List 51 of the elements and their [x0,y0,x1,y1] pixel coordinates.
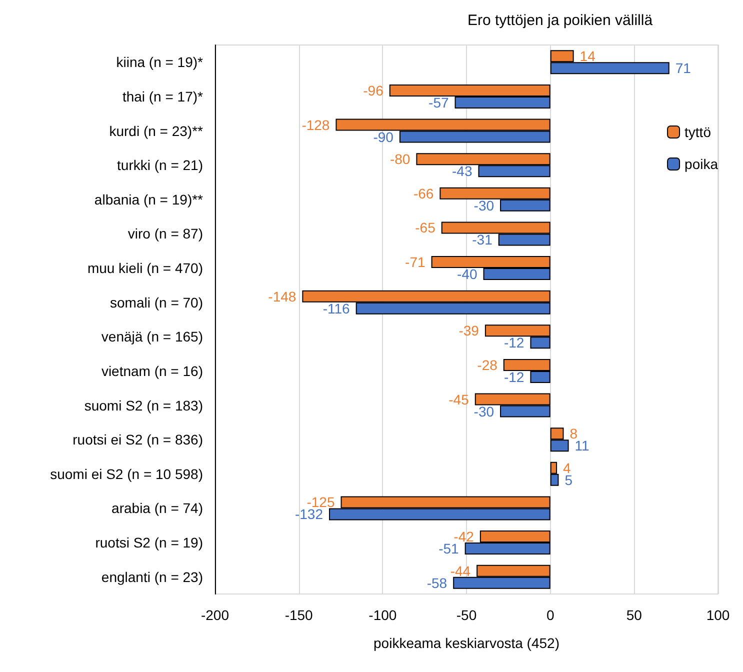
data-label: -39 [458,322,480,339]
y-tick-label: somali (n = 70) [110,294,203,310]
x-tick-label: 100 [706,607,730,623]
y-tick-label: suomi ei S2 (n = 10 598) [50,466,203,482]
data-label: -116 [322,300,350,316]
x-tick-label: 0 [546,607,554,623]
data-label: -128 [302,116,330,133]
x-tick-label: -100 [368,607,397,623]
data-label: -96 [363,82,384,98]
data-label: -90 [373,128,394,145]
y-tick-label: kurdi (n = 23)** [109,122,204,139]
data-label: -40 [457,266,478,282]
y-tick-label: ruotsi S2 (n = 19) [95,534,203,551]
x-tick-label: -50 [456,607,477,623]
data-label: -12 [504,368,524,385]
data-label: 14 [580,48,596,64]
data-label: 71 [675,60,692,76]
data-label: -58 [426,574,448,591]
data-label: -57 [428,94,449,110]
data-label: -45 [448,391,470,408]
y-tick-label: arabia (n = 74) [112,500,203,516]
x-tick-label: 50 [626,607,642,623]
y-tick-label: ruotsi ei S2 (n = 836) [72,432,203,448]
y-tick-label: viro (n = 87) [128,226,203,242]
chart-title: Ero tyttöjen ja poikien välillä [467,12,654,29]
y-tick-label: englanti (n = 23) [101,568,203,585]
data-label: -30 [474,403,494,420]
y-tick-label: venäjä (n = 165) [101,328,203,345]
y-tick-label: turkki (n = 21) [117,157,203,174]
data-label: -71 [405,254,426,270]
legend-label: tyttö [684,124,712,140]
y-tick-label: suomi S2 (n = 183) [84,397,203,414]
y-tick-label: vietnam (n = 16) [101,362,203,379]
data-label: -148 [268,288,296,304]
data-label: -65 [415,220,436,236]
y-tick-label: kiina (n = 19)* [116,54,204,70]
legend-label: poika [684,156,718,172]
data-label: -80 [390,151,410,168]
y-tick-label: thai (n = 17)* [122,88,204,104]
x-tick-label: -200 [200,607,230,623]
data-label: -30 [474,197,494,214]
data-label: -66 [413,185,434,202]
data-label: -43 [452,163,472,180]
y-tick-label: muu kieli (n = 470) [87,260,203,276]
x-tick-label: -150 [284,607,314,623]
data-label: -12 [504,334,524,351]
data-label: -28 [477,356,498,373]
x-axis-title: poikkeama keskiarvosta (452) [374,635,560,651]
data-label: -31 [472,232,493,248]
data-label: -44 [450,562,471,579]
y-tick-label: albania (n = 19)** [94,191,204,208]
